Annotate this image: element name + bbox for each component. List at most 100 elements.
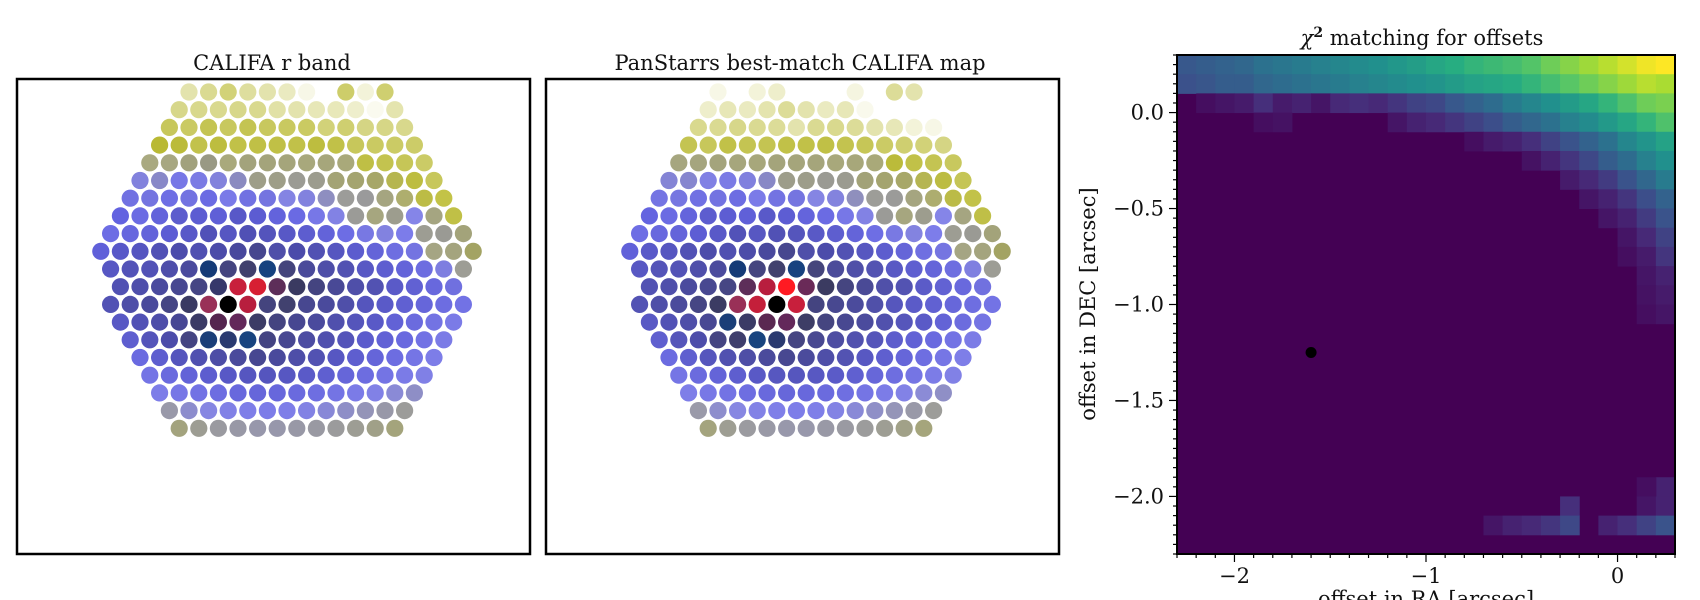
heatmap-cell	[1655, 515, 1676, 536]
panstarrs-fiber	[689, 189, 708, 207]
califa-fiber	[327, 313, 345, 331]
califa-fiber	[180, 118, 198, 136]
panstarrs-fiber	[974, 313, 992, 331]
panstarrs-fiber	[719, 384, 737, 402]
califa-fiber	[298, 402, 316, 420]
califa-fiber	[435, 331, 453, 349]
panstarrs-fiber	[660, 278, 678, 296]
panstarrs-fiber	[817, 384, 835, 402]
panstarrs-fiber	[866, 260, 884, 278]
califa-fiber	[307, 348, 325, 367]
panstarrs-fiber	[640, 313, 659, 331]
panstarrs-fiber	[827, 154, 845, 172]
califa-fiber	[298, 225, 316, 243]
heatmap-cell	[1617, 55, 1638, 75]
chi2-title-exponent: 2	[1313, 25, 1323, 41]
y-tick-label: −1.0	[1113, 293, 1164, 317]
califa-fiber	[288, 171, 306, 190]
panstarrs-fiber	[866, 189, 884, 207]
heatmap-cell	[1349, 74, 1370, 94]
x-tick-label: 0	[1611, 564, 1624, 588]
panstarrs-fiber	[680, 207, 698, 225]
panstarrs-fiber	[856, 101, 874, 119]
panstarrs-fiber	[729, 83, 747, 101]
califa-fiber	[219, 295, 237, 313]
heatmap-cell	[1483, 112, 1504, 133]
califa-fiber	[209, 348, 227, 367]
heatmap-cell	[1521, 93, 1542, 114]
califa-fiber	[356, 366, 374, 384]
califa-fiber	[209, 313, 227, 331]
califa-fiber	[445, 278, 463, 296]
califa-fiber	[396, 189, 414, 207]
califa-fiber	[464, 242, 482, 260]
califa-fiber	[337, 295, 355, 313]
panstarrs-fiber	[797, 242, 815, 260]
heatmap-cell	[1272, 93, 1293, 114]
califa-fiber	[356, 118, 374, 136]
panstarrs-fiber	[885, 189, 904, 207]
panstarrs-fiber	[934, 313, 953, 331]
califa-fiber	[219, 402, 237, 420]
califa-fiber	[327, 278, 345, 296]
califa-fiber	[317, 83, 335, 101]
heatmap-cell	[1215, 74, 1235, 94]
heatmap-cell	[1560, 131, 1580, 152]
panstarrs-fiber	[748, 225, 766, 243]
califa-fiber	[258, 366, 276, 384]
heatmap-cell	[1445, 93, 1465, 114]
panstarrs-fiber	[729, 225, 747, 243]
panstarrs-fiber	[787, 366, 806, 384]
panstarrs-fiber	[758, 171, 776, 190]
califa-fiber	[249, 207, 267, 225]
panstarrs-fiber	[670, 189, 688, 207]
califa-fiber	[366, 136, 384, 154]
panstarrs-fiber	[699, 207, 717, 225]
panstarrs-fiber	[748, 295, 766, 313]
panstarrs-fiber	[758, 348, 776, 367]
panstarrs-fiber	[846, 225, 864, 243]
califa-fiber	[190, 384, 208, 402]
califa-fiber	[337, 118, 355, 136]
califa-fiber	[337, 154, 355, 172]
heatmap-cell	[1502, 131, 1523, 152]
califa-fiber	[337, 83, 355, 101]
panstarrs-fiber	[846, 295, 864, 313]
califa-fiber	[386, 242, 404, 260]
califa-fiber	[356, 260, 374, 278]
califa-fiber	[141, 189, 159, 207]
califa-fiber	[180, 189, 198, 207]
heatmap-cell	[1426, 55, 1446, 75]
califa-fiber	[268, 419, 286, 437]
califa-fiber	[327, 171, 345, 190]
califa-fiber	[229, 171, 247, 190]
califa-fiber	[288, 136, 306, 154]
califa-fiber	[121, 295, 139, 313]
heatmap-cell	[1617, 131, 1638, 152]
califa-fiber	[121, 189, 139, 207]
califa-fiber	[229, 384, 247, 402]
califa-fiber	[239, 83, 257, 101]
califa-fiber	[356, 331, 374, 349]
califa-fiber	[170, 348, 188, 367]
califa-fiber	[180, 366, 198, 384]
heatmap-cell	[1636, 55, 1657, 75]
panstarrs-fiber	[738, 207, 757, 225]
panstarrs-fiber	[738, 242, 757, 260]
heatmap-cell	[1655, 477, 1676, 497]
califa-fiber	[386, 136, 404, 154]
panstarrs-fiber	[915, 384, 933, 402]
califa-fiber	[298, 189, 316, 207]
chi2-panel-title: χ2 matching for offsets	[1299, 25, 1544, 50]
califa-fiber	[337, 189, 355, 207]
panstarrs-fiber	[787, 83, 806, 101]
panstarrs-fiber	[856, 136, 874, 154]
califa-fiber	[405, 278, 423, 296]
heatmap-cell	[1406, 93, 1427, 114]
panstarrs-fiber	[925, 189, 943, 207]
y-tick-label: −0.5	[1113, 197, 1164, 221]
panstarrs-fiber	[778, 171, 796, 190]
heatmap-cell	[1655, 496, 1676, 517]
panstarrs-fiber	[680, 278, 698, 296]
heatmap-cell	[1579, 112, 1599, 133]
